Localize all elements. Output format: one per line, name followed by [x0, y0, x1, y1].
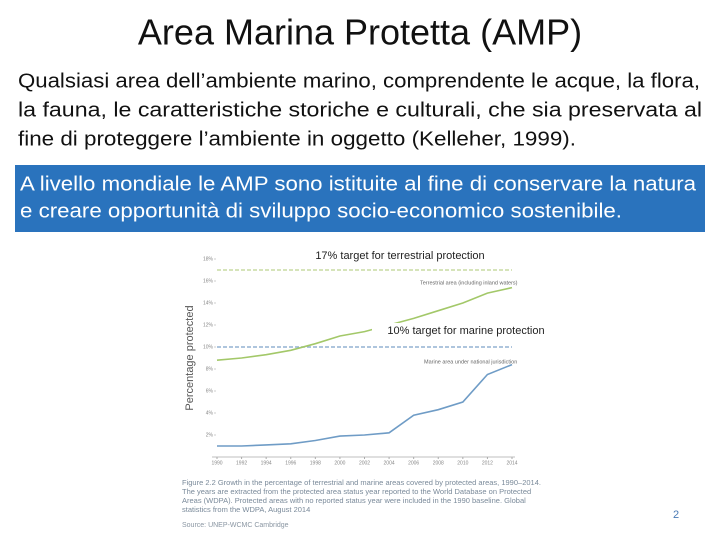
y-tick-label: 8%: [206, 366, 214, 372]
x-tick-label: 2004: [384, 460, 395, 466]
slide-title: Area Marina Protetta (AMP): [138, 12, 582, 53]
y-tick-label: 12%: [203, 322, 214, 328]
x-tick-label: 1994: [261, 460, 272, 466]
definition-line: fine di proteggere l’ambiente in oggetto…: [18, 128, 576, 150]
series-label: Terrestrial area (including inland water…: [420, 280, 518, 286]
series-line: [217, 363, 513, 447]
y-tick-label: 2%: [206, 432, 214, 438]
x-tick-label: 2010: [457, 460, 468, 466]
x-tick-label: 1992: [236, 460, 247, 466]
y-tick-label: 6%: [206, 388, 214, 394]
target-label-bg: [297, 248, 503, 264]
page-number: 2: [673, 509, 679, 521]
target-label-bg: [372, 323, 560, 339]
highlight-line: e creare opportunità di sviluppo socio-e…: [20, 200, 622, 222]
target-label: 17% target for terrestrial protection: [315, 250, 484, 262]
x-tick-label: 2002: [359, 460, 370, 466]
y-tick-label: 18%: [203, 256, 214, 262]
x-tick-label: 2012: [482, 460, 493, 466]
highlight-line: A livello mondiale le AMP sono istituite…: [20, 173, 697, 195]
highlight-box: [15, 165, 705, 232]
y-tick-label: 16%: [203, 278, 214, 284]
y-tick-label: 10%: [203, 344, 214, 350]
definition-line: la fauna, le caratteristiche storiche e …: [18, 99, 702, 121]
x-tick-label: 2000: [334, 460, 345, 466]
x-tick-label: 2008: [433, 460, 444, 466]
figure-source: Source: UNEP-WCMC Cambridge: [182, 522, 289, 529]
x-tick-label: 1996: [285, 460, 296, 466]
target-label: 10% target for marine protection: [387, 325, 544, 337]
series-label: Marine area under national jurisdiction: [424, 359, 517, 365]
y-tick-label: 4%: [206, 410, 214, 416]
definition-line: Qualsiasi area dell’ambiente marino, com…: [18, 70, 700, 92]
x-tick-label: 1990: [211, 460, 222, 466]
x-tick-label: 1998: [310, 460, 321, 466]
x-tick-label: 2014: [506, 460, 517, 466]
figure-caption: Figure 2.2 Growth in the percentage of t…: [182, 478, 541, 514]
series-line: [216, 286, 513, 361]
y-tick-label: 14%: [203, 300, 214, 306]
x-tick-label: 2006: [408, 460, 419, 466]
y-axis-label: Percentage protected: [184, 305, 196, 410]
